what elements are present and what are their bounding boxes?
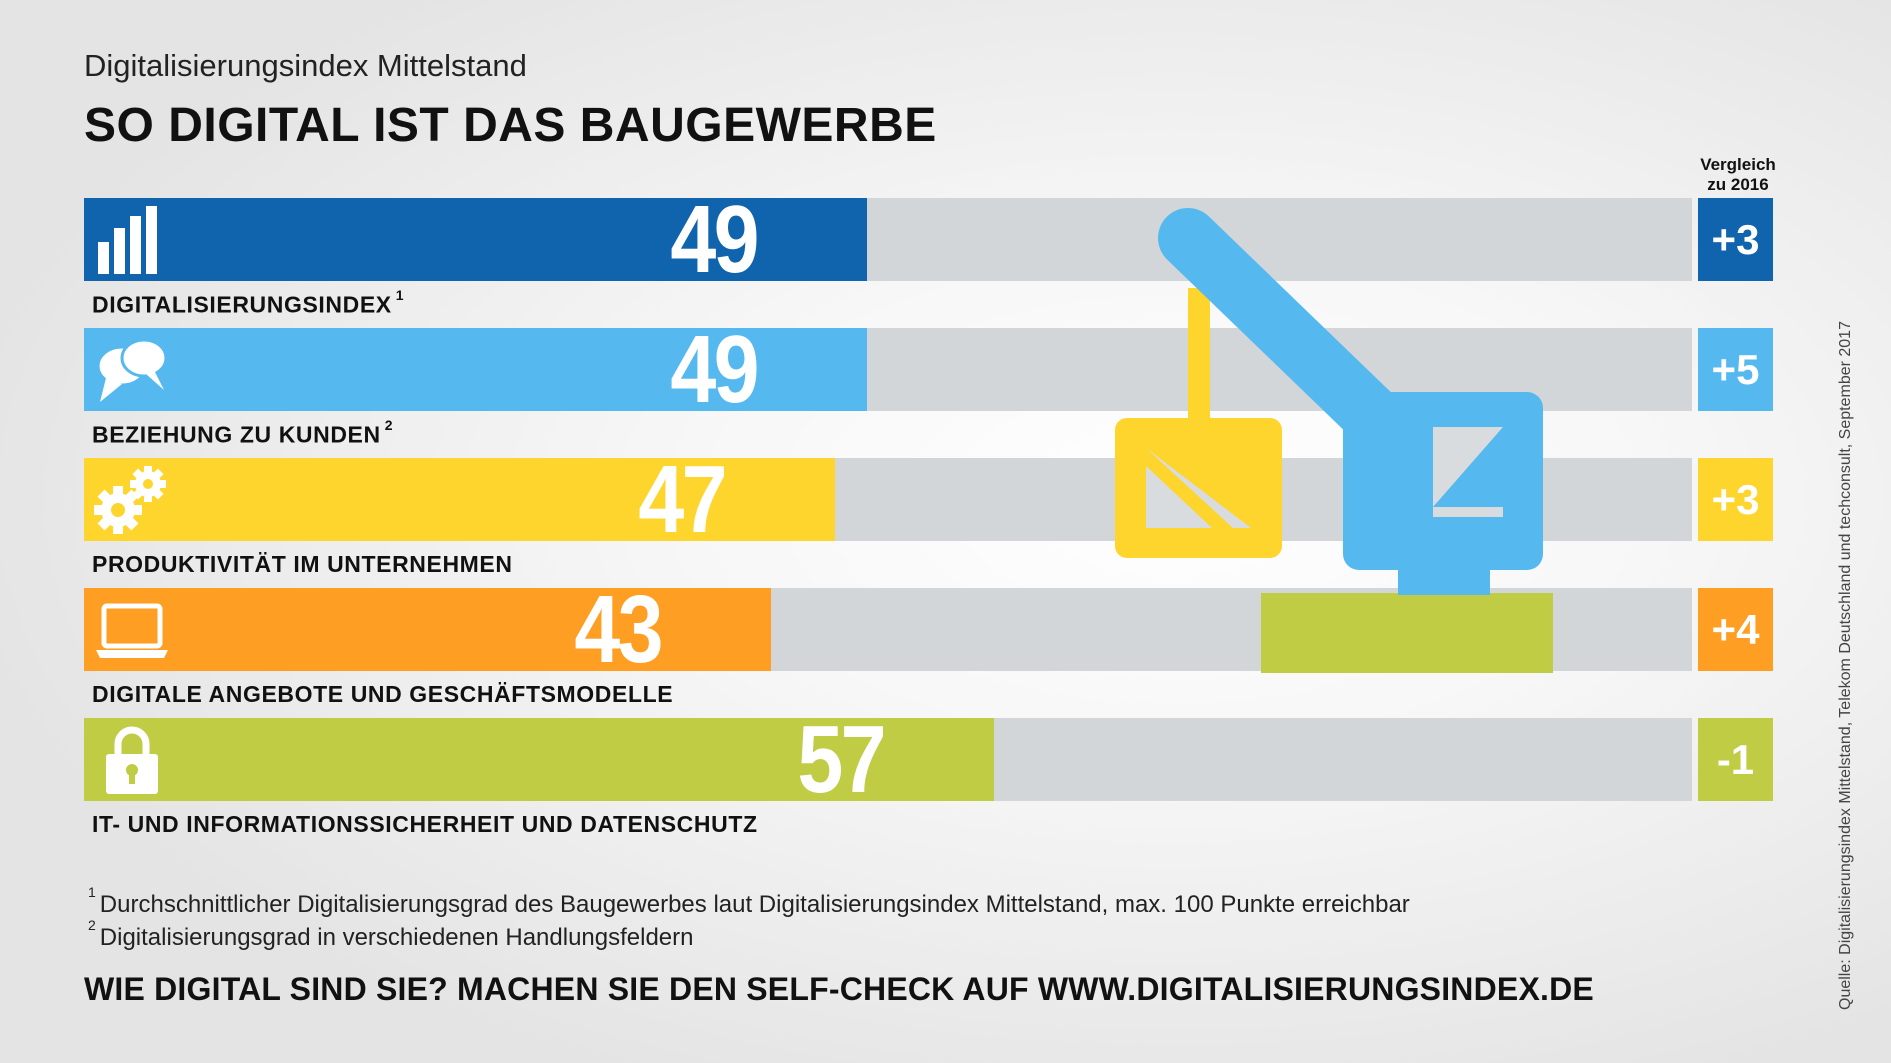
comparison-badge: +3 (1698, 198, 1773, 281)
footnote-1-mark: 1 (88, 884, 96, 900)
laptop-icon (92, 592, 172, 666)
footnote-1-text: Durchschnittlicher Digitalisierungsgrad … (99, 891, 1410, 918)
footnote-1: 1 Durchschnittlicher Digitalisierungsgrad… (88, 884, 1410, 919)
footnote-2-mark: 2 (88, 917, 96, 933)
category-label: DIGITALE ANGEBOTE UND GESCHÄFTSMODELLE (92, 681, 673, 708)
data-label: 49 (670, 316, 759, 423)
footnote-mark: 2 (384, 417, 394, 433)
compare-header: Vergleich zu 2016 (1695, 155, 1781, 195)
bar-track: 43 (84, 582, 1692, 678)
footnote-2-text: Digitalisierungsgrad in verschiedenen Ha… (99, 924, 694, 951)
footnote-mark: 1 (395, 287, 405, 303)
comparison-badge: +4 (1698, 588, 1773, 671)
category-label: BEZIEHUNG ZU KUNDEN 2 (92, 417, 393, 449)
category-label-text: PRODUKTIVITÄT IM UNTERNEHMEN (92, 551, 513, 577)
bar-track: 49 (84, 322, 1692, 418)
category-label-text: IT- UND INFORMATIONSSICHERHEIT UND DATEN… (92, 811, 758, 837)
comparison-badge: +5 (1698, 328, 1773, 411)
bar-track: 49 (84, 192, 1692, 288)
bar-chart-icon (92, 202, 172, 276)
self-check-link[interactable]: WIE DIGITAL SIND SIE? MACHEN SIE DEN SEL… (84, 971, 1594, 1007)
speech-bubbles-icon (92, 332, 172, 406)
bar: 49 (84, 322, 867, 418)
padlock-icon (92, 722, 172, 796)
compare-header-line-1: Vergleich (1700, 155, 1776, 174)
comparison-badge: +3 (1698, 458, 1773, 541)
category-label-text: DIGITALISIERUNGSINDEX (92, 291, 392, 318)
bar: 43 (84, 582, 771, 678)
category-label: PRODUKTIVITÄT IM UNTERNEHMEN (92, 551, 513, 578)
data-label: 43 (574, 576, 663, 683)
data-label: 49 (670, 186, 759, 293)
bar-track: 47 (84, 452, 1692, 548)
category-label-text: DIGITALE ANGEBOTE UND GESCHÄFTSMODELLE (92, 681, 674, 707)
compare-header-line-2: zu 2016 (1707, 175, 1769, 194)
category-label-text: BEZIEHUNG ZU KUNDEN (92, 421, 381, 448)
comparison-badge: -1 (1698, 718, 1773, 801)
bar: 49 (84, 192, 867, 288)
category-label: IT- UND INFORMATIONSSICHERHEIT UND DATEN… (92, 811, 758, 838)
bar: 57 (84, 712, 994, 808)
page-title: SO DIGITAL IST DAS BAUGEWERBE (84, 99, 937, 152)
bar-track: 57 (84, 712, 1692, 808)
subtitle: Digitalisierungsindex Mittelstand (84, 48, 527, 83)
gears-icon (92, 462, 172, 536)
data-label: 57 (797, 706, 886, 813)
bar: 47 (84, 452, 835, 548)
footnote-2: 2 Digitalisierungsgrad in verschiedenen H… (88, 917, 694, 952)
category-label: DIGITALISIERUNGSINDEX 1 (92, 287, 404, 319)
data-label: 47 (638, 446, 727, 553)
source-note: Quelle: Digitalisierungsindex Mittelstan… (1837, 321, 1854, 1010)
